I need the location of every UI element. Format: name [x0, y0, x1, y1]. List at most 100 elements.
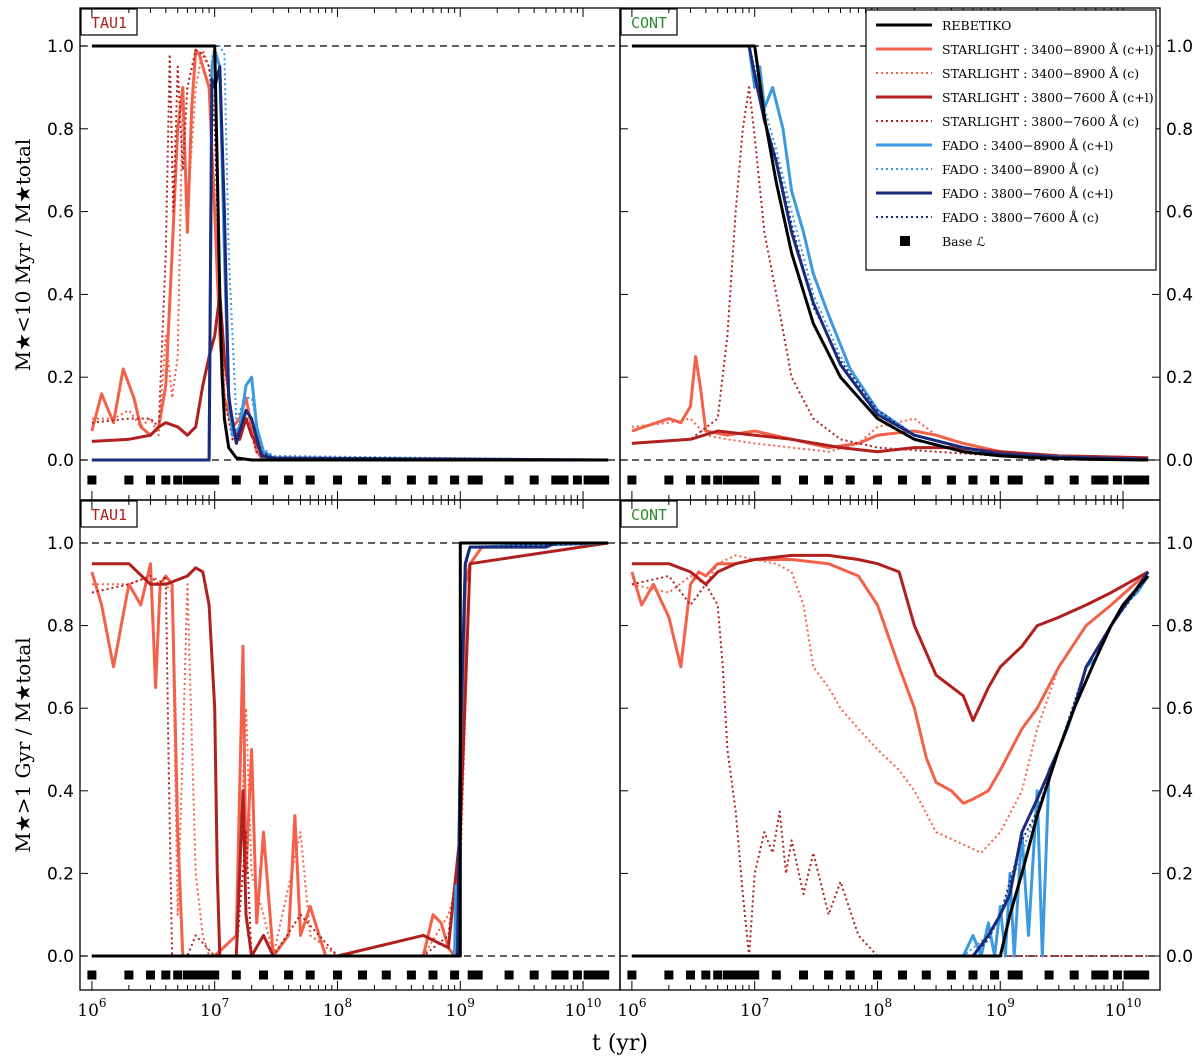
legend-label: STARLIGHT : 3400−8900 Å (c+l): [942, 42, 1154, 57]
base-marker: [87, 475, 97, 485]
base-marker: [1007, 970, 1017, 980]
panel-tag-text: CONT: [631, 506, 667, 524]
legend-label: STARLIGHT : 3800−7600 Å (c): [942, 114, 1139, 129]
base-marker: [1091, 475, 1101, 485]
y-tick-label: 1.0: [1166, 37, 1193, 57]
y-tick-label: 0.2: [47, 864, 74, 884]
series-line: [91, 542, 609, 957]
series-line: [631, 429, 1149, 460]
base-marker: [946, 970, 956, 980]
panel-frame: [619, 499, 1161, 991]
base-marker: [845, 970, 855, 980]
base-marker: [701, 970, 711, 980]
y-axis-label: M★<10 Myr / M★total: [11, 139, 35, 372]
legend-label: FADO : 3800−7600 Å (c): [942, 210, 1099, 225]
base-marker: [731, 970, 741, 980]
base-marker: [1140, 475, 1150, 485]
base-marker: [551, 475, 561, 485]
y-tick-label: 0.6: [47, 203, 74, 223]
base-marker: [990, 970, 1000, 980]
axis-labels: t (yr) M★<10 Myr / M★total M★>1 Gyr / M★to…: [11, 139, 648, 1056]
base-marker: [686, 970, 695, 980]
base-marker: [467, 970, 477, 980]
base-marker: [198, 970, 208, 980]
base-marker: [968, 475, 978, 485]
base-marker: [600, 970, 610, 980]
y-tick-label: 1.0: [47, 37, 74, 57]
y-tick-label: 1.0: [1166, 534, 1193, 554]
base-marker: [686, 475, 695, 485]
base-marker: [799, 475, 808, 485]
base-marker: [1044, 970, 1054, 980]
base-marker: [921, 475, 931, 485]
legend-label: STARLIGHT : 3400−8900 Å (c): [942, 66, 1139, 81]
x-tick-label: 107: [740, 996, 769, 1021]
base-marker: [504, 970, 514, 980]
panel-tag: TAU1: [80, 8, 138, 36]
panel-tag: CONT: [620, 8, 678, 36]
base-marker: [305, 970, 315, 980]
base-marker: [161, 475, 171, 485]
x-tick-label: 109: [986, 996, 1015, 1021]
base-marker: [799, 970, 808, 980]
base-marker: [1069, 475, 1079, 485]
panel-bottom-left: TAU1 0.0 0.2 0.4 0.6 0.8 1.0 106 107 108 109 1010: [47, 499, 621, 1021]
x-tick-label: 108: [863, 996, 892, 1021]
x-axis-label: t (yr): [592, 1031, 648, 1056]
x-tick-label: 1010: [565, 996, 602, 1021]
base-marker: [1123, 970, 1133, 980]
panel-tag: TAU1: [80, 500, 138, 528]
legend-marker: [900, 236, 910, 246]
base-marker: [333, 475, 342, 485]
base-marker: [467, 475, 477, 485]
base-marker: [259, 970, 268, 980]
legend-label: FADO : 3400−8900 Å (c+l): [942, 138, 1113, 153]
series-group: [90, 541, 609, 958]
base-marker: [1007, 475, 1017, 485]
series-line: [91, 541, 609, 958]
series-line: [631, 571, 1150, 958]
base-marker: [1140, 970, 1150, 980]
base-marker: [231, 970, 241, 980]
y-tick-label: 0.8: [47, 120, 74, 140]
legend: REBETIKO STARLIGHT : 3400−8900 Å (c+l) STA…: [865, 9, 1157, 271]
base-marker: [627, 970, 637, 980]
panel-bottom-right: CONT 0.0 0.2 0.4 0.6 0.8 1.0 106 107 108 109 1010: [617, 499, 1193, 1021]
series-line: [631, 575, 1150, 958]
base-marker: [284, 475, 294, 485]
base-marker: [1091, 970, 1101, 980]
x-tick-label: 1010: [1105, 996, 1142, 1021]
y-tick-label: 0.4: [1166, 285, 1193, 305]
base-marker: [946, 475, 956, 485]
base-marker: [204, 475, 214, 485]
base-marker: [845, 475, 855, 485]
base-marker: [529, 475, 539, 485]
legend-entry: FADO : 3400−8900 Å (c+l): [876, 138, 1113, 153]
legend-entry: FADO : 3800−7600 Å (c): [876, 210, 1099, 225]
series-line: [631, 553, 1149, 723]
legend-label: STARLIGHT : 3800−7600 Å (c+l): [942, 90, 1154, 105]
series-line: [631, 575, 1149, 957]
base-marker: [722, 970, 732, 980]
legend-entry: FADO : 3400−8900 Å (c): [876, 162, 1099, 177]
x-tick-label: 106: [617, 996, 646, 1021]
x-tick-label: 108: [323, 996, 352, 1021]
base-marker: [231, 475, 241, 485]
base-marker: [381, 475, 391, 485]
base-marker: [146, 475, 155, 485]
y-tick-label: 0.6: [1166, 203, 1193, 223]
base-marker: [406, 970, 416, 980]
series-line: [91, 541, 609, 958]
base-marker: [358, 970, 367, 980]
base-marker: [968, 970, 978, 980]
base-marker: [873, 475, 882, 485]
base-marker: [664, 475, 674, 485]
legend-entry: STARLIGHT : 3400−8900 Å (c): [876, 66, 1139, 81]
y-tick-label: 0.0: [1166, 451, 1193, 471]
base-marker: [358, 475, 367, 485]
y-tick-label: 0.4: [47, 285, 74, 305]
x-tick-label: 107: [200, 996, 229, 1021]
base-marker: [898, 970, 907, 980]
base-marker: [504, 475, 514, 485]
